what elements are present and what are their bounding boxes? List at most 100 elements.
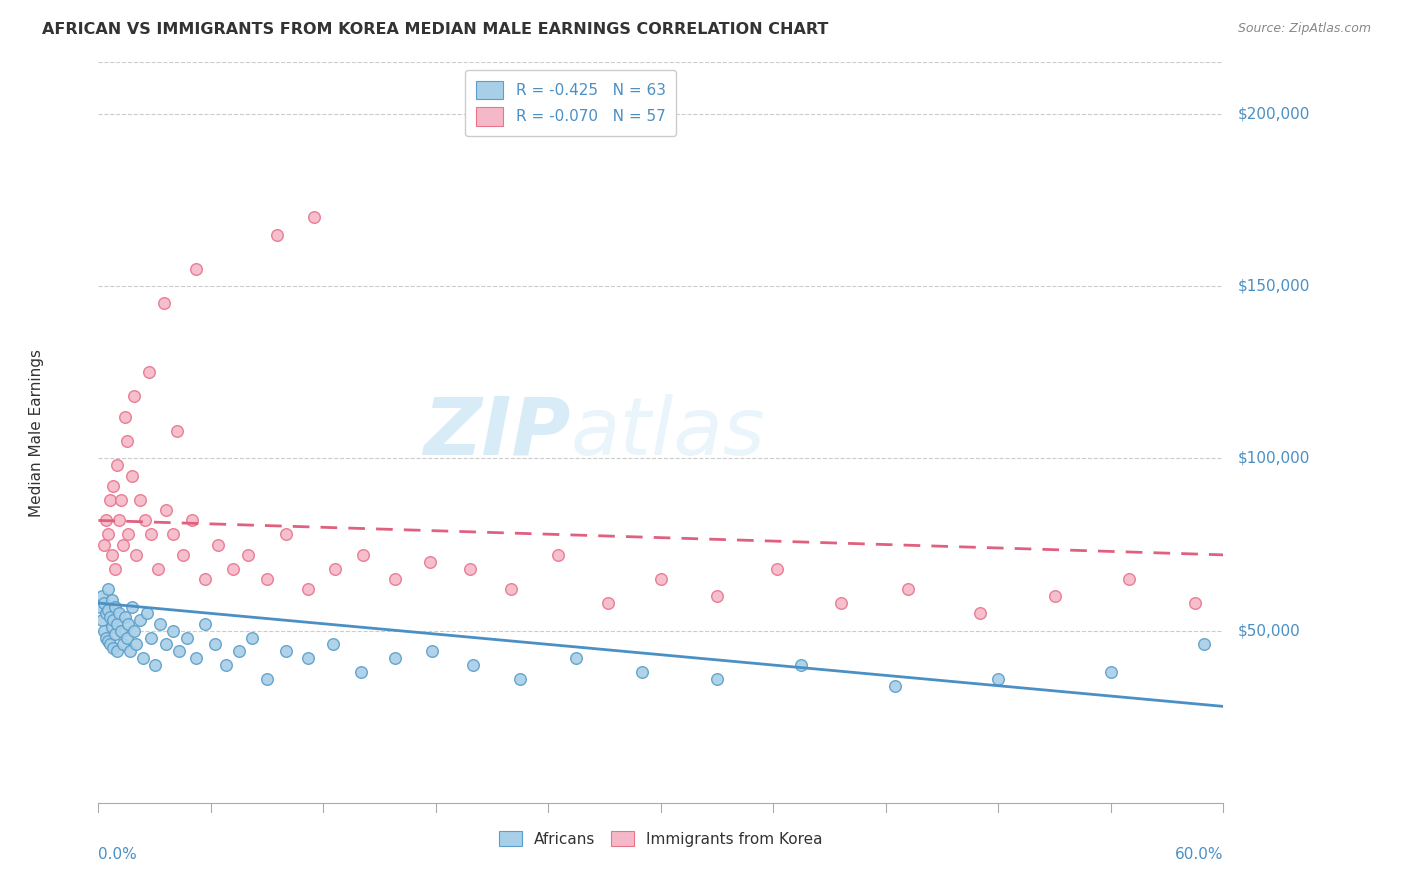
Point xyxy=(631,665,654,679)
Text: ZIP: ZIP xyxy=(423,393,571,472)
Point xyxy=(91,613,114,627)
Text: 0.0%: 0.0% xyxy=(98,847,138,863)
Point xyxy=(104,627,127,641)
Point xyxy=(114,410,136,425)
Point xyxy=(100,620,122,634)
Point xyxy=(104,561,127,575)
Point xyxy=(274,644,297,658)
Text: atlas: atlas xyxy=(571,393,766,472)
Point xyxy=(93,624,115,638)
Point xyxy=(105,644,128,658)
Point xyxy=(302,211,325,225)
Point xyxy=(1268,607,1291,621)
Point xyxy=(1194,637,1216,651)
Point xyxy=(897,582,920,597)
Point xyxy=(499,582,522,597)
Point xyxy=(97,527,120,541)
Point xyxy=(207,537,229,551)
Point xyxy=(121,468,143,483)
Point xyxy=(167,644,190,658)
Point xyxy=(98,637,121,651)
Point xyxy=(139,631,162,645)
Text: Source: ZipAtlas.com: Source: ZipAtlas.com xyxy=(1237,22,1371,36)
Point xyxy=(94,607,117,621)
Point xyxy=(384,572,406,586)
Text: $50,000: $50,000 xyxy=(1239,624,1301,638)
Point xyxy=(969,607,991,621)
Point xyxy=(194,572,217,586)
Text: 60.0%: 60.0% xyxy=(1175,847,1223,863)
Legend: R = -0.425   N = 63, R = -0.070   N = 57: R = -0.425 N = 63, R = -0.070 N = 57 xyxy=(465,70,676,136)
Point xyxy=(323,561,346,575)
Text: Median Male Earnings: Median Male Earnings xyxy=(30,349,44,516)
Point xyxy=(1043,589,1066,603)
Point xyxy=(100,592,122,607)
Point xyxy=(166,424,188,438)
Point xyxy=(228,644,250,658)
Point xyxy=(650,572,672,586)
Point xyxy=(297,582,319,597)
Point xyxy=(121,599,143,614)
Point xyxy=(181,513,204,527)
Text: AFRICAN VS IMMIGRANTS FROM KOREA MEDIAN MALE EARNINGS CORRELATION CHART: AFRICAN VS IMMIGRANTS FROM KOREA MEDIAN … xyxy=(42,22,828,37)
Point xyxy=(256,672,278,686)
Point xyxy=(110,492,132,507)
Point xyxy=(134,513,156,527)
Point xyxy=(155,503,177,517)
Point xyxy=(125,637,148,651)
Point xyxy=(162,624,184,638)
Point xyxy=(120,644,142,658)
Point xyxy=(256,572,278,586)
Point xyxy=(100,548,122,562)
Point xyxy=(136,607,159,621)
Point xyxy=(93,596,115,610)
Point xyxy=(790,658,813,673)
Point xyxy=(94,631,117,645)
Point xyxy=(115,631,138,645)
Point xyxy=(458,561,481,575)
Point xyxy=(509,672,531,686)
Point xyxy=(565,651,588,665)
Point xyxy=(222,561,245,575)
Point xyxy=(139,527,162,541)
Point xyxy=(215,658,238,673)
Point xyxy=(1184,596,1206,610)
Point xyxy=(128,492,150,507)
Point xyxy=(184,262,207,277)
Text: $100,000: $100,000 xyxy=(1239,451,1310,466)
Point xyxy=(384,651,406,665)
Point xyxy=(238,548,260,562)
Point xyxy=(162,527,184,541)
Point xyxy=(89,599,111,614)
Point xyxy=(1118,572,1140,586)
Point xyxy=(103,479,125,493)
Point xyxy=(110,624,132,638)
Point xyxy=(143,658,166,673)
Point xyxy=(115,434,138,449)
Point xyxy=(94,513,117,527)
Point xyxy=(108,513,131,527)
Point xyxy=(598,596,620,610)
Point xyxy=(104,599,127,614)
Point xyxy=(138,365,160,379)
Point xyxy=(184,651,207,665)
Point xyxy=(111,637,134,651)
Point xyxy=(111,537,134,551)
Text: $150,000: $150,000 xyxy=(1239,279,1310,293)
Point xyxy=(274,527,297,541)
Point xyxy=(884,679,907,693)
Point xyxy=(1230,582,1253,597)
Point xyxy=(93,537,115,551)
Point xyxy=(194,616,217,631)
Point xyxy=(297,651,319,665)
Point xyxy=(117,527,139,541)
Point xyxy=(204,637,226,651)
Point xyxy=(97,582,120,597)
Point xyxy=(105,616,128,631)
Point xyxy=(463,658,485,673)
Point xyxy=(547,548,569,562)
Point xyxy=(266,227,288,242)
Point xyxy=(117,616,139,631)
Point xyxy=(176,631,198,645)
Point xyxy=(153,296,176,310)
